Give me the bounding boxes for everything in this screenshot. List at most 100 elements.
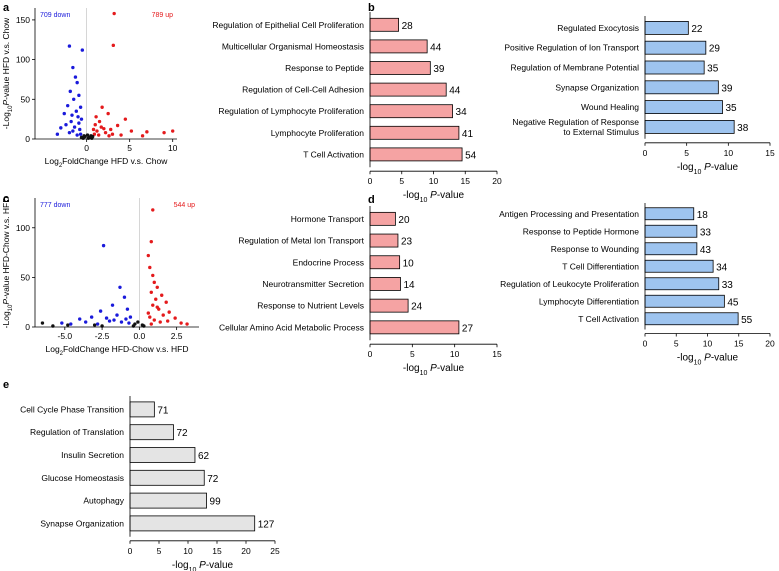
bar-count-label: 20	[398, 215, 410, 226]
point-up	[160, 293, 164, 297]
down-count-label: 709 down	[40, 12, 70, 19]
bar-chart-d-left: 20 Hormone Transport 23 Regulation of Metal…	[219, 206, 502, 377]
point-down	[122, 295, 127, 299]
panel-letter-e: e	[3, 379, 9, 391]
point-down	[128, 315, 133, 319]
point-up	[185, 322, 189, 326]
point-up	[102, 126, 106, 131]
category-label: Regulated Exocytosis	[557, 23, 639, 33]
bar	[369, 233, 399, 248]
point-ns	[66, 323, 70, 327]
bar-count-label: 45	[727, 297, 739, 308]
point-down	[73, 75, 78, 79]
point-down	[77, 93, 81, 98]
point-up	[162, 130, 166, 135]
bar-count-label: 39	[433, 64, 445, 75]
x-axis-title-part: FoldChange HFD-Chow v.s. HFD	[63, 344, 189, 354]
point-up	[152, 280, 156, 285]
point-ns	[82, 134, 86, 138]
point-down	[60, 321, 64, 325]
bar-chart-b-right: 22 Regulated Exocytosis 29 Positive Regulat…	[504, 16, 775, 175]
category-label: Synapse Organization	[555, 82, 639, 92]
y-tick-label: 50	[21, 94, 31, 104]
x-axis-title-part: -value	[711, 353, 739, 364]
bar	[369, 82, 447, 97]
category-label: Response to Peptide Hormone	[523, 226, 640, 236]
bar	[129, 469, 205, 486]
point-down	[55, 132, 60, 136]
x-tick-label: 25	[270, 546, 280, 556]
bar-count-label: 99	[210, 497, 222, 508]
category-label: Regulation of Metal Ion Transport	[238, 236, 364, 246]
x-tick-label: 15	[765, 148, 775, 158]
point-up	[119, 133, 123, 137]
up-count-label: 544 up	[174, 202, 196, 209]
point-up	[110, 132, 115, 136]
y-tick-label: 150	[16, 15, 30, 25]
x-axis-title-part: 10	[189, 566, 197, 571]
point-up	[158, 320, 162, 324]
point-up	[151, 273, 155, 278]
x-tick-label: 5	[674, 339, 679, 349]
point-down	[115, 313, 119, 317]
y-tick-label: 50	[21, 272, 31, 282]
bar-count-label: 62	[198, 451, 210, 462]
point-up	[154, 297, 158, 301]
category-label: Endocrine Process	[293, 257, 364, 267]
x-axis-title: -log10 P-value	[403, 363, 465, 377]
x-axis-title-part: P	[430, 190, 437, 201]
x-tick-label: 15	[734, 339, 744, 349]
point-up	[111, 43, 116, 48]
x-tick-label: 0	[84, 143, 89, 153]
x-tick-label: 10	[183, 546, 193, 556]
point-up	[167, 310, 171, 314]
bar	[644, 120, 735, 134]
point-up	[99, 125, 103, 129]
point-up	[146, 311, 151, 315]
bar	[129, 447, 196, 463]
bar	[644, 312, 739, 326]
category-label: Regulation of Leukocyte Proliferation	[500, 279, 639, 289]
bar-count-label: 29	[709, 44, 721, 55]
bar	[369, 17, 399, 32]
category-label: T Cell Activation	[578, 314, 639, 324]
bar-count-label: 24	[411, 302, 423, 313]
point-down	[67, 44, 72, 48]
point-down	[95, 322, 100, 326]
category-label: Multicellular Organismal Homeostasis	[222, 41, 364, 51]
x-tick-label: 15	[212, 546, 222, 556]
point-down	[78, 127, 82, 132]
point-up	[151, 303, 155, 307]
bar	[369, 277, 401, 291]
x-axis-title: -log10 P-value	[677, 162, 739, 176]
point-up	[100, 105, 104, 109]
bar	[369, 298, 409, 313]
bar-count-label: 10	[403, 258, 415, 269]
x-axis-title-part: -log	[172, 560, 189, 571]
point-down	[62, 111, 66, 116]
point-down	[98, 309, 103, 313]
category-label: Cellular Amino Acid Metabolic Process	[219, 322, 364, 332]
bar	[644, 20, 689, 35]
point-down	[127, 321, 131, 325]
point-up	[165, 319, 170, 323]
point-down	[125, 307, 130, 311]
y-tick-label: 100	[16, 55, 30, 65]
point-up	[155, 305, 159, 309]
point-up	[149, 290, 153, 294]
bar-chart-b-left: 28 Regulation of Epithelial Cell Prolifer…	[212, 12, 502, 204]
category-label: Negative Regulation of Response	[512, 117, 639, 127]
y-axis-title-part: P	[1, 100, 11, 106]
point-up	[112, 11, 116, 16]
category-label: to External Stimulus	[563, 127, 639, 137]
point-down	[64, 123, 68, 127]
point-up	[123, 117, 128, 121]
point-down	[72, 97, 76, 102]
bar-count-label: 28	[402, 21, 414, 32]
point-down	[71, 129, 75, 133]
up-count-label: 789 up	[152, 12, 174, 19]
point-up	[155, 285, 159, 290]
bar	[644, 207, 695, 221]
